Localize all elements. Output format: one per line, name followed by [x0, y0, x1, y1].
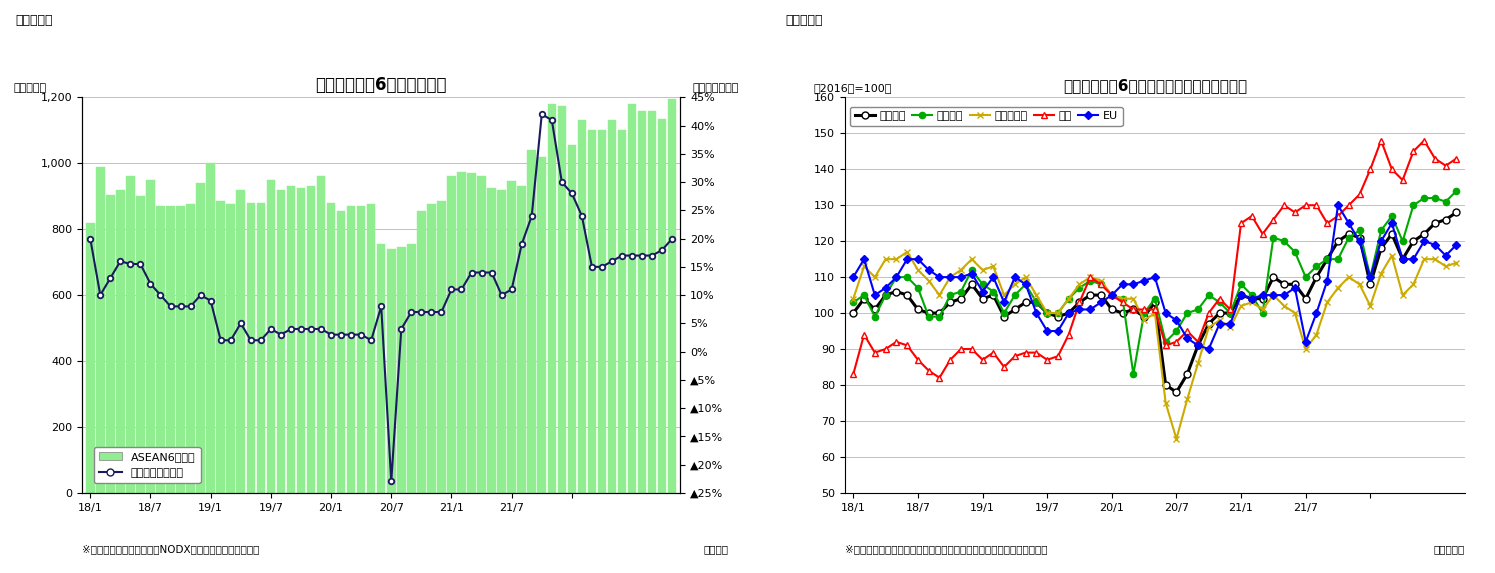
Bar	[136, 196, 145, 493]
Title: アセアン主要6カ国の輸出額: アセアン主要6カ国の輸出額	[315, 76, 447, 95]
Text: ※シンガポールの輸出額はNODX（石油と再輸出除く）。: ※シンガポールの輸出額はNODX（石油と再輸出除く）。	[82, 544, 260, 554]
Bar	[547, 104, 556, 493]
Bar	[608, 120, 616, 493]
Bar	[287, 186, 295, 493]
Bar	[647, 111, 656, 493]
Text: （図表１）: （図表１）	[15, 14, 52, 28]
Bar	[296, 188, 305, 493]
Bar	[437, 201, 446, 493]
Bar	[528, 150, 537, 493]
Bar	[468, 173, 475, 493]
Bar	[155, 206, 164, 493]
Text: （資料）CEIC: （資料）CEIC	[82, 572, 132, 573]
Bar	[336, 211, 345, 493]
Text: （億ドル）: （億ドル）	[13, 84, 46, 93]
Bar	[217, 201, 224, 493]
Bar	[147, 180, 154, 493]
Bar	[126, 176, 135, 493]
Bar	[617, 131, 626, 493]
Bar	[447, 176, 456, 493]
Bar	[277, 190, 286, 493]
Bar	[568, 145, 576, 493]
Bar	[257, 203, 265, 493]
Title: アセアン主要6ヵ国　仕向け地別の輸出動向: アセアン主要6ヵ国 仕向け地別の輸出動向	[1063, 79, 1247, 93]
Bar	[487, 188, 496, 493]
Bar	[176, 206, 185, 493]
Bar	[538, 157, 546, 493]
Bar	[428, 205, 435, 493]
Bar	[507, 182, 516, 493]
Bar	[407, 244, 416, 493]
Text: （2016年=100）: （2016年=100）	[813, 84, 893, 93]
Bar	[588, 131, 597, 493]
Legend: ASEAN6ヵ国計, 増加率（右目盛）: ASEAN6ヵ国計, 増加率（右目盛）	[94, 446, 200, 483]
Bar	[658, 119, 667, 493]
Bar	[417, 211, 426, 493]
Text: （年／月）: （年／月）	[1434, 544, 1465, 554]
Bar	[347, 206, 356, 493]
Text: （図表２）: （図表２）	[785, 14, 822, 28]
Bar	[166, 206, 175, 493]
Bar	[327, 203, 335, 493]
Legend: 輸出全体, 東アジア, 東南アジア, 北米, EU: 輸出全体, 東アジア, 東南アジア, 北米, EU	[851, 107, 1123, 126]
Bar	[117, 190, 124, 493]
Text: ※シンガポールは地場輸出、インドネシアは非石油ガス輸出より算出。: ※シンガポールは地場輸出、インドネシアは非石油ガス輸出より算出。	[845, 544, 1046, 554]
Bar	[266, 180, 275, 493]
Bar	[87, 222, 94, 493]
Bar	[206, 163, 215, 493]
Bar	[377, 244, 386, 493]
Bar	[628, 104, 637, 493]
Text: （資料）CEIC: （資料）CEIC	[845, 572, 894, 573]
Bar	[196, 183, 205, 493]
Text: （年月）: （年月）	[703, 544, 728, 554]
Bar	[187, 205, 194, 493]
Bar	[668, 99, 676, 493]
Bar	[226, 205, 235, 493]
Bar	[96, 167, 105, 493]
Bar	[477, 176, 486, 493]
Bar	[598, 131, 607, 493]
Bar	[517, 186, 526, 493]
Bar	[558, 105, 567, 493]
Bar	[387, 249, 396, 493]
Bar	[577, 120, 586, 493]
Bar	[398, 248, 405, 493]
Bar	[306, 186, 315, 493]
Bar	[357, 206, 365, 493]
Bar	[106, 195, 115, 493]
Bar	[638, 111, 646, 493]
Bar	[317, 176, 326, 493]
Bar	[498, 190, 505, 493]
Bar	[247, 203, 256, 493]
Bar	[366, 205, 375, 493]
Bar	[457, 171, 466, 493]
Text: （前年同月比）: （前年同月比）	[692, 84, 739, 93]
Bar	[236, 190, 245, 493]
